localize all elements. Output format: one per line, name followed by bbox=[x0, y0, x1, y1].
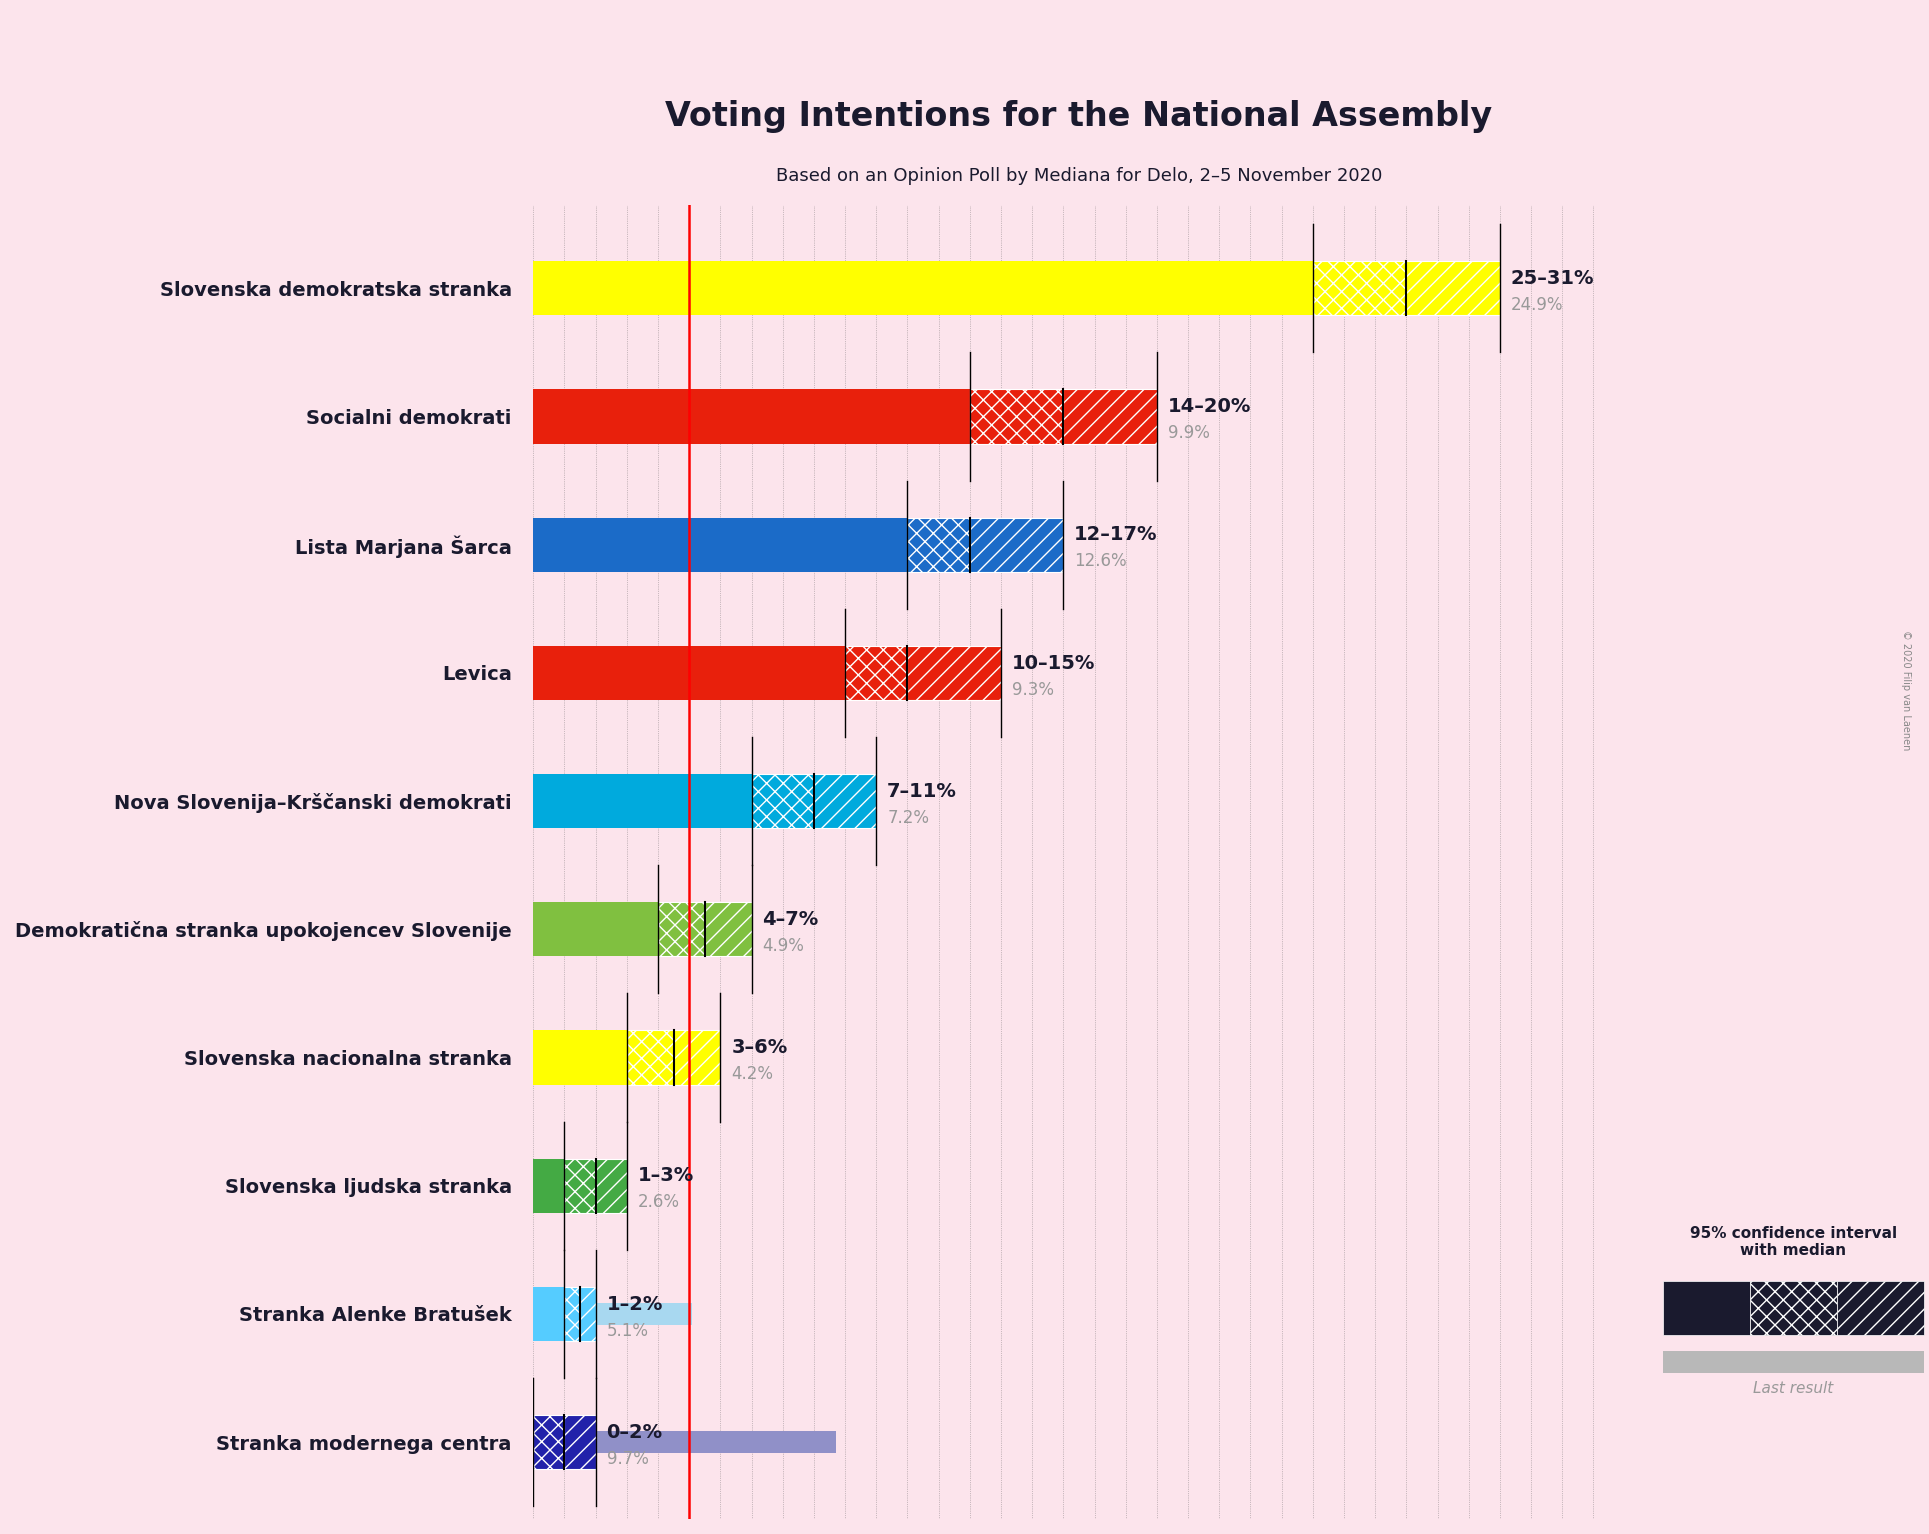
Bar bbox=[532, 517, 907, 572]
Text: 2.6%: 2.6% bbox=[638, 1193, 679, 1212]
Bar bbox=[532, 1287, 565, 1341]
Text: Voting Intentions for the National Assembly: Voting Intentions for the National Assem… bbox=[666, 100, 1493, 133]
Bar bbox=[532, 278, 1310, 299]
Text: 4.9%: 4.9% bbox=[762, 937, 804, 956]
Bar bbox=[532, 902, 658, 956]
Text: 24.9%: 24.9% bbox=[1510, 296, 1562, 314]
Bar bbox=[532, 1302, 693, 1325]
Text: 0–2%: 0–2% bbox=[606, 1422, 664, 1442]
Bar bbox=[565, 1287, 581, 1341]
Text: 14–20%: 14–20% bbox=[1167, 397, 1252, 416]
Bar bbox=[532, 1175, 613, 1197]
Text: 1–2%: 1–2% bbox=[606, 1295, 664, 1313]
Bar bbox=[565, 1158, 596, 1213]
Text: 12–17%: 12–17% bbox=[1074, 525, 1157, 545]
Bar bbox=[532, 1414, 565, 1470]
Text: 4.2%: 4.2% bbox=[731, 1065, 774, 1083]
Bar bbox=[532, 775, 752, 828]
Bar bbox=[532, 390, 970, 443]
Bar bbox=[532, 919, 687, 940]
Text: 9.9%: 9.9% bbox=[1167, 425, 1209, 442]
Text: 9.3%: 9.3% bbox=[1013, 681, 1053, 698]
Bar bbox=[532, 646, 845, 700]
Text: Last result: Last result bbox=[1753, 1381, 1834, 1396]
Bar bbox=[532, 663, 824, 684]
Bar bbox=[581, 1287, 596, 1341]
Text: 4–7%: 4–7% bbox=[762, 910, 818, 930]
Text: Based on an Opinion Poll by Mediana for Delo, 2–5 November 2020: Based on an Opinion Poll by Mediana for … bbox=[775, 167, 1383, 186]
Bar bbox=[673, 1031, 720, 1085]
Bar bbox=[532, 1031, 627, 1085]
Bar bbox=[532, 790, 758, 811]
Text: 9.7%: 9.7% bbox=[606, 1450, 648, 1468]
Text: 7.2%: 7.2% bbox=[887, 808, 930, 827]
Bar bbox=[907, 646, 1001, 700]
Bar bbox=[1406, 261, 1501, 316]
Bar bbox=[970, 517, 1063, 572]
Bar bbox=[532, 405, 841, 428]
Bar bbox=[532, 1046, 664, 1068]
Bar bbox=[532, 534, 926, 555]
Text: 1–3%: 1–3% bbox=[638, 1166, 694, 1186]
Bar bbox=[532, 1158, 565, 1213]
Text: 12.6%: 12.6% bbox=[1074, 552, 1127, 571]
Text: 7–11%: 7–11% bbox=[887, 782, 957, 801]
Bar bbox=[814, 775, 876, 828]
Bar bbox=[704, 902, 752, 956]
Bar bbox=[596, 1158, 627, 1213]
Bar bbox=[845, 646, 907, 700]
Text: 10–15%: 10–15% bbox=[1013, 653, 1096, 672]
Bar bbox=[1063, 390, 1157, 443]
Text: 25–31%: 25–31% bbox=[1510, 268, 1595, 288]
Bar bbox=[752, 775, 814, 828]
Text: 95% confidence interval
with median: 95% confidence interval with median bbox=[1690, 1226, 1896, 1258]
Bar bbox=[532, 1431, 835, 1453]
Bar bbox=[532, 261, 1314, 316]
Bar bbox=[907, 517, 970, 572]
Text: 3–6%: 3–6% bbox=[731, 1039, 787, 1057]
Bar bbox=[565, 1414, 596, 1470]
Bar bbox=[658, 902, 704, 956]
Text: 5.1%: 5.1% bbox=[606, 1322, 648, 1339]
Bar bbox=[1314, 261, 1406, 316]
Text: © 2020 Filip van Laenen: © 2020 Filip van Laenen bbox=[1900, 630, 1912, 750]
Bar bbox=[970, 390, 1063, 443]
Bar bbox=[627, 1031, 673, 1085]
